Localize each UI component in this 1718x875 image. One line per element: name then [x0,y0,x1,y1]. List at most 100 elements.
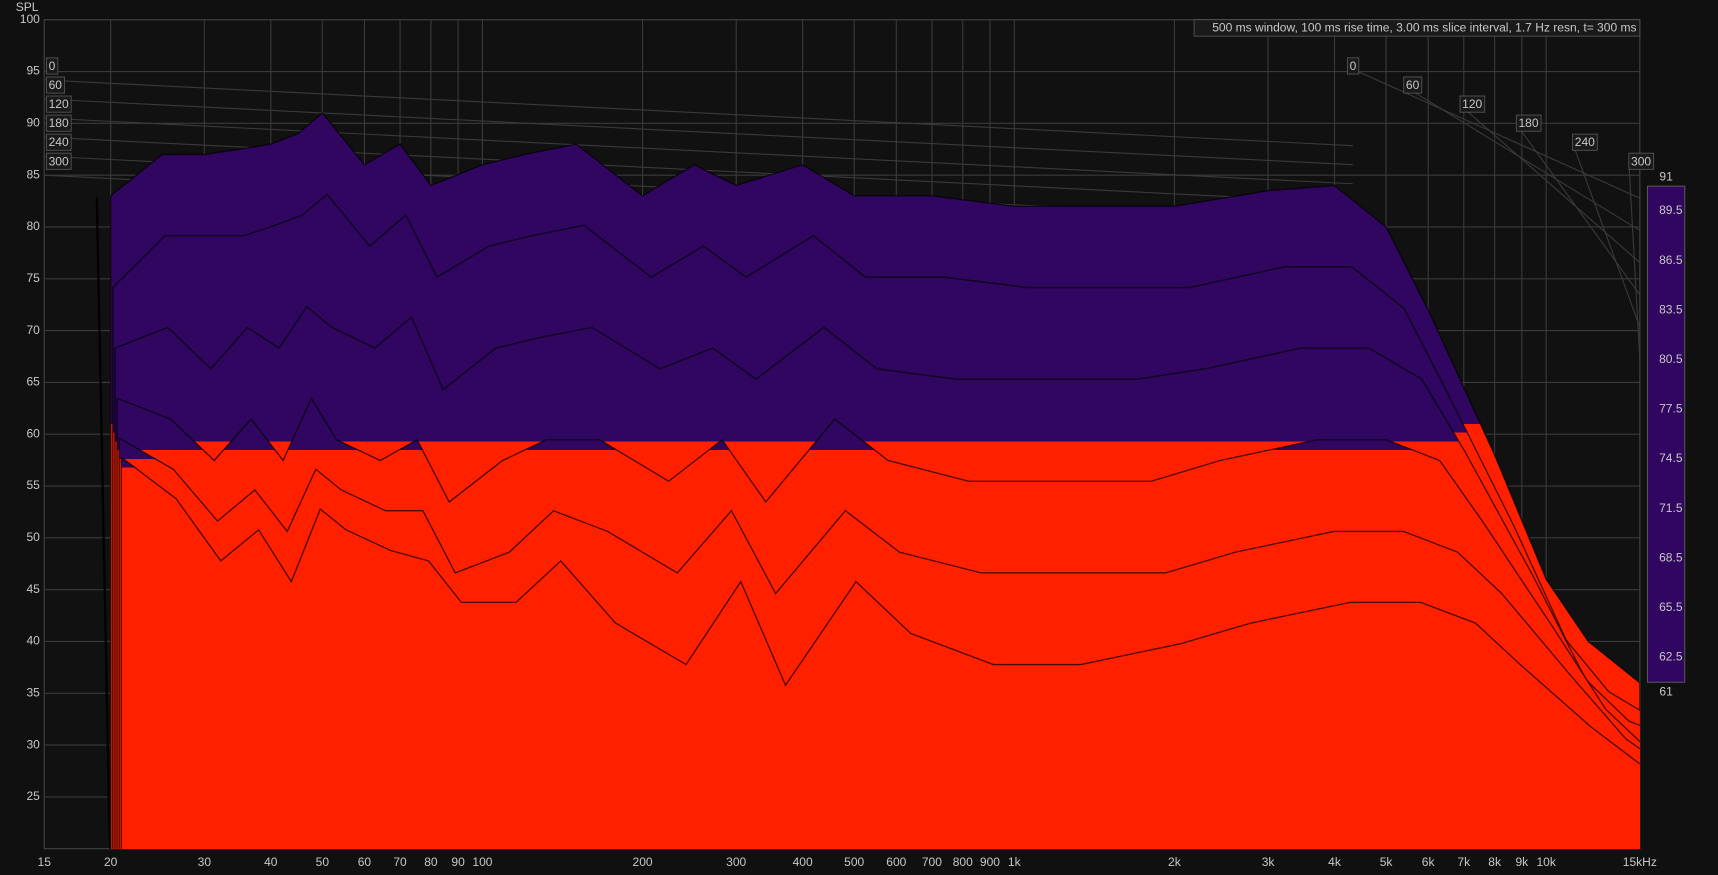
x-tick-label: 60 [358,855,372,869]
annotation: 500 ms window, 100 ms rise time, 3.00 ms… [1212,21,1636,35]
x-tick-label: 300 [726,855,746,869]
z-grid-line [44,79,1353,147]
waterfall-surface [95,112,1640,849]
colorbar-tick-label: 62.5 [1659,650,1683,664]
z-tick-label: 180 [49,116,69,130]
colorbar-tick-label: 80.5 [1659,352,1683,366]
z-grid-line [1347,66,1641,199]
y-tick-label: 100 [20,12,40,26]
colorbar-tick-label: 77.5 [1659,402,1683,416]
z-grid-line [1628,162,1641,360]
x-tick-label: 30 [198,855,212,869]
x-tick-label: 5k [1380,855,1394,869]
x-tick-label: 3k [1262,855,1276,869]
x-tick-label: 700 [922,855,942,869]
z-tick-box [45,76,65,94]
colorbar-tick-label: 74.5 [1659,451,1683,465]
colorbar-tick-label: 71.5 [1659,501,1683,515]
y-tick-label: 95 [26,64,40,78]
z-tick-box [1459,95,1486,113]
colorbar-tick-label: 89.5 [1659,203,1683,217]
x-tick-label: 8k [1488,855,1502,869]
x-tick-label: 15kHz [1623,855,1657,869]
z-grid-line [44,98,1353,166]
z-grid-line [1572,142,1641,328]
z-tick-label: 120 [1462,97,1482,111]
z-tick-label: 240 [49,135,69,149]
y-tick-label: 50 [26,530,40,544]
y-axis-label: SPL [16,0,39,14]
z-tick-label: 300 [49,154,69,168]
z-tick-label: 120 [49,97,69,111]
z-grid-line [1459,104,1641,264]
colorbar-max: 91 [1659,170,1673,184]
colorbar [1646,185,1686,683]
y-tick-label: 55 [26,478,40,492]
y-tick-label: 70 [26,323,40,337]
z-tick-box [1628,152,1655,170]
z-tick-box [45,152,72,170]
z-tick-label: 300 [1631,154,1651,168]
colorbar-tick-label: 65.5 [1659,600,1683,614]
z-tick-label: 60 [1406,78,1420,92]
x-tick-label: 20 [104,855,118,869]
z-tick-line [95,197,112,849]
z-tick-label: 240 [1575,135,1595,149]
x-tick-label: 40 [264,855,278,869]
x-tick-label: 4k [1328,855,1342,869]
x-tick-label: 90 [451,855,465,869]
x-tick-label: 10k [1536,855,1556,869]
x-tick-label: 70 [393,855,407,869]
z-grid-line [1515,123,1641,296]
x-tick-label: 50 [316,855,330,869]
y-tick-label: 65 [26,375,40,389]
z-tick-label: 180 [1518,116,1538,130]
z-tick-box [45,57,59,75]
z-tick-box [1572,133,1598,151]
annotation-box [1193,19,1641,37]
y-tick-label: 25 [26,789,40,803]
y-tick-label: 45 [26,582,40,596]
x-tick-label: 800 [953,855,973,869]
x-tick-label: 6k [1422,855,1436,869]
y-tick-label: 60 [26,426,40,440]
z-grid-line [1403,85,1641,231]
x-tick-label: 1k [1008,855,1022,869]
labels: 15 20 30 40 50 60 70 80 90 100 200 300 400 500 600 700 8… [20,12,1686,869]
y-tick-label: 85 [26,167,40,181]
y-tick-label: 40 [26,634,40,648]
x-tick-label: 2k [1168,855,1182,869]
z-tick-box [1403,76,1423,94]
z-grid-line [44,117,1353,185]
z-tick-label: 60 [49,78,63,92]
x-tick-label: 15 [38,855,52,869]
x-tick-label: 400 [793,855,813,869]
x-tick-label: 100 [472,855,492,869]
slice-fill [120,455,1640,849]
z-tick-label: 0 [1350,59,1357,73]
x-tick-label: 600 [886,855,906,869]
x-tick-label: 900 [980,855,1000,869]
x-tick-label: 9k [1515,855,1529,869]
y-tick-label: 90 [26,116,40,130]
y-tick-label: 35 [26,685,40,699]
x-tick-label: 200 [633,855,653,869]
colorbar-tick-label: 83.5 [1659,302,1683,316]
y-tick-label: 80 [26,219,40,233]
z-tick-box [1346,57,1360,75]
z-tick-box [1515,114,1542,132]
z-tick-box [45,114,72,132]
z-tick-label: 0 [49,59,56,73]
y-tick-label: 75 [26,271,40,285]
colorbar-tick-label: 68.5 [1659,550,1683,564]
x-tick-label: 7k [1457,855,1471,869]
colorbar-min: 61 [1659,684,1673,698]
z-tick-box [45,95,72,113]
colorbar-tick-label: 86.5 [1659,253,1683,267]
x-tick-label: 500 [844,855,864,869]
z-tick-box [45,133,72,151]
x-tick-label: 80 [424,855,438,869]
y-tick-label: 30 [26,737,40,751]
